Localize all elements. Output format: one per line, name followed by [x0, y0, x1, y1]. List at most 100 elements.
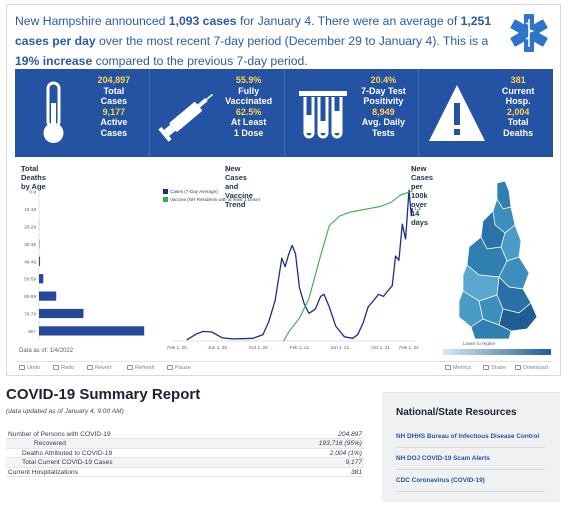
fully-vaccinated-value: 55.9% — [235, 75, 262, 85]
map-title: New Cases per 100k over 14 days — [411, 164, 434, 227]
stat-text: 204,897 Total Cases 9,177 Active Cases — [83, 75, 145, 139]
redo-icon — [53, 365, 59, 370]
stat-label: Tests — [371, 127, 395, 138]
data-as-of: Data as of: 1/4/2022 — [19, 348, 74, 354]
share-label: Share — [491, 365, 506, 371]
y-tick-label: 80+ — [28, 329, 36, 334]
legend-label: Vaccine (NH Residents with at least 1 Do… — [170, 197, 261, 202]
x-tick-label: Feb 1, 20 — [167, 345, 187, 350]
stat-label: Vaccinated — [225, 96, 273, 107]
daily-tests-value: 8,949 — [372, 106, 395, 117]
share-button[interactable]: Share — [483, 365, 506, 371]
row-value: 9,177 — [345, 459, 362, 467]
positivity-value: 20.4% — [370, 75, 397, 85]
refresh-icon — [127, 365, 133, 370]
summary-table: Number of Persons with COVID-19 204,897 … — [6, 430, 364, 477]
headline-avg-cases: 1,251 cases per day — [15, 14, 492, 48]
row-label: Current Hospitalizations — [8, 468, 78, 476]
undo-icon — [19, 365, 25, 370]
revert-icon — [87, 365, 93, 370]
row-label: Recovered — [34, 440, 66, 448]
stat-tile-vaccination: 55.9% Fully Vaccinated 62.5% At Least 1 … — [150, 69, 285, 157]
resources-title: National/State Resources — [396, 407, 517, 418]
resource-link-nh-dhhs[interactable]: NH DHHS Bureau of Infectious Disease Con… — [396, 431, 546, 448]
revert-button[interactable]: Revert — [87, 365, 111, 371]
thermometer-icon — [43, 81, 64, 143]
pause-label: Pause — [175, 365, 191, 371]
stat-tile-cases: 204,897 Total Cases 9,177 Active Cases — [15, 69, 150, 157]
resources-panel: National/State Resources NH DHHS Bureau … — [382, 392, 560, 502]
summary-subtitle: (data updated as of January 4, 9:00 AM) — [6, 408, 124, 415]
headline-increase: 19% increase — [15, 54, 93, 68]
bar[interactable] — [39, 308, 84, 319]
x-tick-label: Jun 1, 21 — [330, 345, 349, 350]
metrics-button[interactable]: Metrics — [445, 365, 471, 371]
y-tick-label: 20-29 — [24, 225, 36, 230]
resource-link-nh-doj[interactable]: NH DOJ COVID-19 Scam Alerts — [396, 453, 546, 470]
stat-text: 381 Current Hosp. 2,004 Total Deaths — [487, 75, 549, 139]
star-of-life-icon — [510, 14, 548, 52]
deaths-by-age-chart[interactable]: 0-9 10-19 20-29 30-39 40-49 50-59 60-69 70-79 80… — [15, 177, 155, 347]
pause-icon — [167, 365, 173, 370]
y-tick-label: 60-69 — [24, 294, 36, 299]
map-region[interactable] — [470, 318, 512, 340]
stat-label: At Least — [230, 117, 267, 128]
stat-label: Total — [103, 85, 125, 96]
revert-label: Revert — [95, 365, 112, 371]
stat-label: Active — [100, 117, 128, 128]
bar[interactable] — [39, 326, 145, 336]
table-row: Number of Persons with COVID-19 204,897 — [6, 430, 364, 440]
dashboard-embed: New Hampshire announced 1,093 cases for … — [6, 4, 561, 376]
row-label: Deaths Attributed to COVID-19 — [22, 449, 113, 457]
x-tick-label: Feb 1, 22 — [399, 345, 419, 350]
nh-county-map[interactable]: Lower to Higher — [423, 177, 555, 357]
pause-button[interactable]: Pause — [167, 365, 191, 371]
bar[interactable] — [39, 291, 57, 301]
y-tick-label: 0-9 — [29, 190, 36, 195]
total-deaths-value: 2,004 — [506, 106, 530, 117]
active-cases-value: 9,177 — [102, 106, 126, 117]
x-tick-label: Feb 1, 21 — [290, 345, 310, 350]
stat-label: Positivity — [363, 96, 404, 107]
chart-titles: ⤓ Total Deaths by Age ⤓ New Cases and Vacc… — [15, 160, 553, 227]
headline-part: for January 4. There were an average of — [236, 14, 461, 28]
trend-chart-title: New Cases and Vaccine Trend — [225, 164, 253, 209]
total-cases-value: 204,897 — [97, 75, 131, 85]
series-line-cases[interactable] — [186, 189, 413, 341]
stat-tile-hospital: 381 Current Hosp. 2,004 Total Deaths — [419, 69, 553, 157]
download-button[interactable]: Download — [515, 365, 548, 371]
legend-swatch — [163, 189, 168, 194]
stat-text: 55.9% Fully Vaccinated 62.5% At Least 1 … — [218, 75, 280, 139]
resource-link-cdc[interactable]: CDC Coronavirus (COVID-19) — [396, 475, 546, 492]
stat-text: 20.4% 7-Day Test Positivity 8,949 Avg. D… — [353, 75, 415, 139]
test-tubes-icon — [298, 91, 347, 139]
row-label: Total Current COVID-19 Cases — [22, 459, 113, 467]
refresh-button[interactable]: Refresh — [127, 365, 155, 371]
syringe-icon — [158, 93, 213, 142]
stat-label: Cases — [100, 127, 128, 138]
redo-button[interactable]: Redo — [53, 365, 74, 371]
resources-links: NH DHHS Bureau of Infectious Disease Con… — [396, 431, 546, 497]
undo-button[interactable]: Undo — [19, 365, 40, 371]
row-value: 381 — [350, 468, 362, 476]
bar[interactable] — [39, 274, 44, 284]
table-row: Current Hospitalizations 381 — [6, 468, 364, 477]
series-line-vaccine[interactable] — [283, 190, 413, 342]
undo-label: Undo — [27, 365, 41, 371]
stats-banner: 204,897 Total Cases 9,177 Active Cases 5… — [15, 69, 553, 157]
headline-part: over the most recent 7-day period (Decem… — [95, 34, 489, 48]
share-icon — [483, 365, 489, 370]
redo-label: Redo — [61, 365, 75, 371]
row-value: 2,004 (1%) — [329, 449, 362, 457]
table-row: Recovered 193,716 (95%) — [6, 439, 364, 449]
bar[interactable] — [39, 256, 41, 266]
stat-label: Hosp. — [505, 96, 531, 107]
download-icon: ⤓ — [411, 164, 415, 173]
y-tick-label: 10-19 — [24, 207, 36, 212]
cases-vaccine-trend-chart[interactable]: Feb 1, 20 Jun 1, 20 Oct 1, 20 Feb 1, 21 Jun … — [159, 177, 421, 357]
download-icon — [515, 365, 521, 370]
hospitalized-value: 381 — [510, 75, 526, 85]
headline-part: New Hampshire announced — [15, 14, 169, 28]
headline: New Hampshire announced 1,093 cases for … — [15, 11, 493, 71]
row-value: 204,897 — [338, 431, 362, 438]
